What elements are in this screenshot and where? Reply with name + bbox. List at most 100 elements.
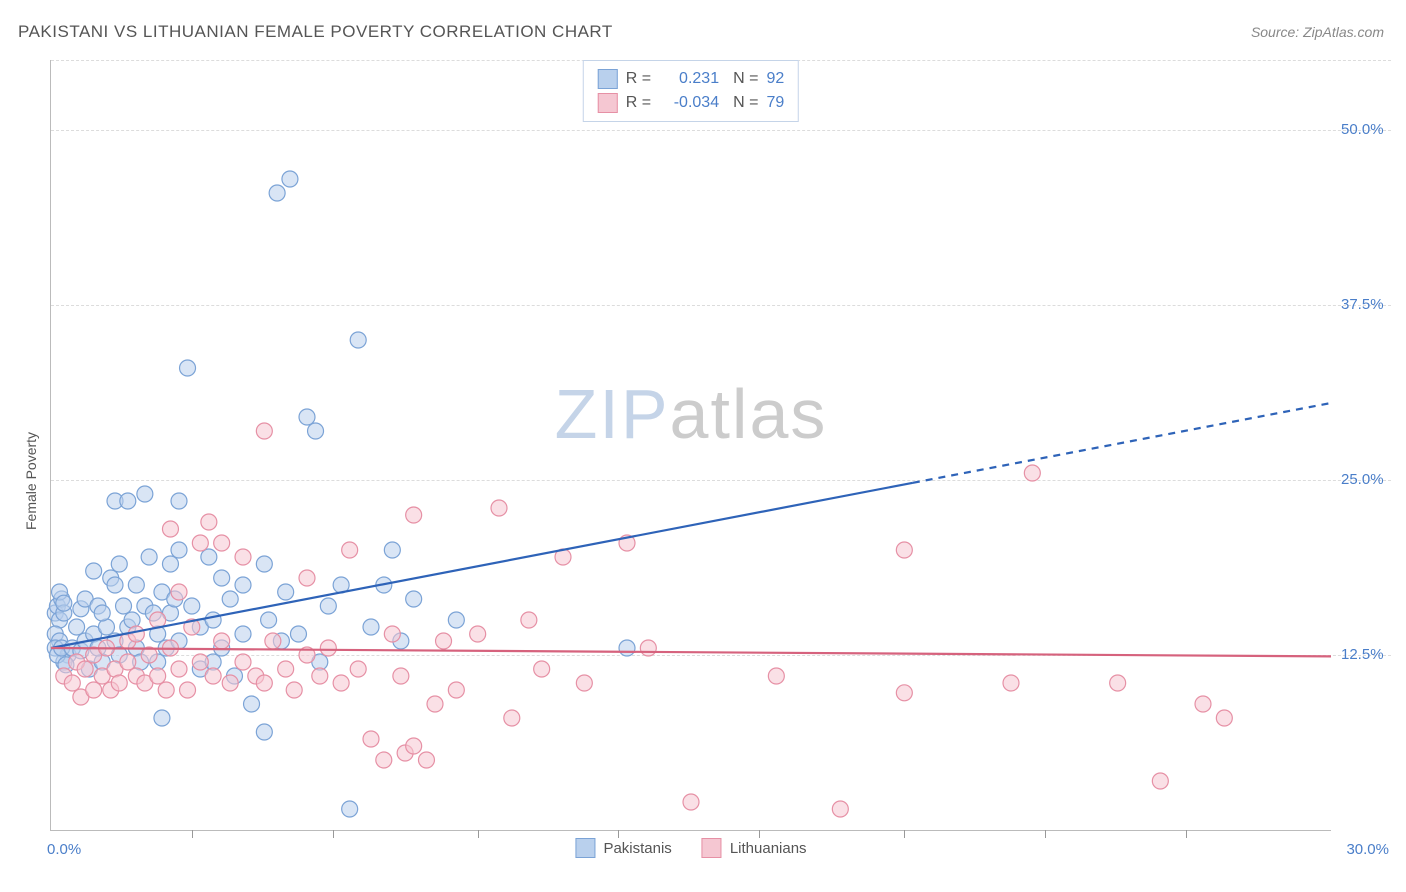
plot-area: Female Poverty 12.5%25.0%37.5%50.0% 0.0%… xyxy=(50,60,1331,831)
data-point xyxy=(120,493,136,509)
data-point xyxy=(137,486,153,502)
r-label: R = xyxy=(626,70,651,88)
data-point xyxy=(619,640,635,656)
data-point xyxy=(261,612,277,628)
y-axis-label: Female Poverty xyxy=(23,432,39,530)
data-point xyxy=(86,682,102,698)
data-point xyxy=(282,171,298,187)
data-point xyxy=(180,682,196,698)
data-point xyxy=(363,619,379,635)
data-point xyxy=(448,682,464,698)
correlation-legend: R = 0.231 N = 92 R = -0.034 N = 79 xyxy=(583,60,799,122)
legend-label-lithuanians: Lithuanians xyxy=(730,840,807,857)
x-tick xyxy=(1186,830,1187,838)
x-tick xyxy=(759,830,760,838)
data-point xyxy=(308,423,324,439)
data-point xyxy=(128,577,144,593)
data-point xyxy=(265,633,281,649)
data-point xyxy=(448,612,464,628)
legend-row-pakistanis: R = 0.231 N = 92 xyxy=(598,67,784,91)
data-point xyxy=(384,542,400,558)
x-axis-end-label: 30.0% xyxy=(1346,841,1389,858)
n-label: N = xyxy=(733,94,758,112)
data-point xyxy=(576,675,592,691)
r-value-lithuanians: -0.034 xyxy=(659,94,719,112)
data-point xyxy=(406,738,422,754)
swatch-lithuanians xyxy=(702,838,722,858)
data-point xyxy=(491,500,507,516)
data-point xyxy=(436,633,452,649)
data-point xyxy=(320,598,336,614)
x-axis-start-label: 0.0% xyxy=(47,841,81,858)
data-point xyxy=(363,731,379,747)
data-point xyxy=(150,668,166,684)
data-point xyxy=(205,612,221,628)
data-point xyxy=(1216,710,1232,726)
data-point xyxy=(333,675,349,691)
x-tick xyxy=(478,830,479,838)
r-value-pakistanis: 0.231 xyxy=(659,70,719,88)
data-point xyxy=(205,668,221,684)
data-point xyxy=(158,682,174,698)
data-point xyxy=(350,332,366,348)
legend-row-lithuanians: R = -0.034 N = 79 xyxy=(598,91,784,115)
data-point xyxy=(69,619,85,635)
data-point xyxy=(683,794,699,810)
data-point xyxy=(184,598,200,614)
data-point xyxy=(94,605,110,621)
data-point xyxy=(299,409,315,425)
data-point xyxy=(171,584,187,600)
data-point xyxy=(350,661,366,677)
data-point xyxy=(235,626,251,642)
data-point xyxy=(406,507,422,523)
x-tick xyxy=(618,830,619,838)
data-point xyxy=(256,423,272,439)
data-point xyxy=(342,542,358,558)
scatter-svg xyxy=(51,60,1331,830)
data-point xyxy=(214,570,230,586)
data-point xyxy=(214,633,230,649)
data-point xyxy=(320,640,336,656)
data-point xyxy=(235,654,251,670)
r-label: R = xyxy=(626,94,651,112)
y-tick-label: 50.0% xyxy=(1341,121,1401,138)
y-tick-label: 25.0% xyxy=(1341,471,1401,488)
data-point xyxy=(116,598,132,614)
data-point xyxy=(256,556,272,572)
data-point xyxy=(278,661,294,677)
data-point xyxy=(256,675,272,691)
data-point xyxy=(56,595,72,611)
data-point xyxy=(1110,675,1126,691)
source-attribution: Source: ZipAtlas.com xyxy=(1251,24,1384,40)
data-point xyxy=(504,710,520,726)
data-point xyxy=(192,535,208,551)
data-point xyxy=(534,661,550,677)
x-tick xyxy=(333,830,334,838)
data-point xyxy=(256,724,272,740)
data-point xyxy=(86,563,102,579)
data-point xyxy=(180,360,196,376)
data-point xyxy=(768,668,784,684)
data-point xyxy=(111,675,127,691)
data-point xyxy=(269,185,285,201)
data-point xyxy=(171,493,187,509)
regression-line-extrapolated xyxy=(913,403,1331,483)
data-point xyxy=(222,675,238,691)
data-point xyxy=(171,661,187,677)
data-point xyxy=(640,640,656,656)
data-point xyxy=(299,570,315,586)
data-point xyxy=(162,521,178,537)
swatch-pakistanis xyxy=(575,838,595,858)
data-point xyxy=(832,801,848,817)
n-label: N = xyxy=(733,70,758,88)
data-point xyxy=(128,626,144,642)
data-point xyxy=(521,612,537,628)
data-point xyxy=(384,626,400,642)
data-point xyxy=(120,654,136,670)
legend-item-lithuanians: Lithuanians xyxy=(702,838,807,858)
n-value-lithuanians: 79 xyxy=(766,94,784,112)
data-point xyxy=(376,752,392,768)
data-point xyxy=(107,577,123,593)
data-point xyxy=(406,591,422,607)
data-point xyxy=(342,801,358,817)
